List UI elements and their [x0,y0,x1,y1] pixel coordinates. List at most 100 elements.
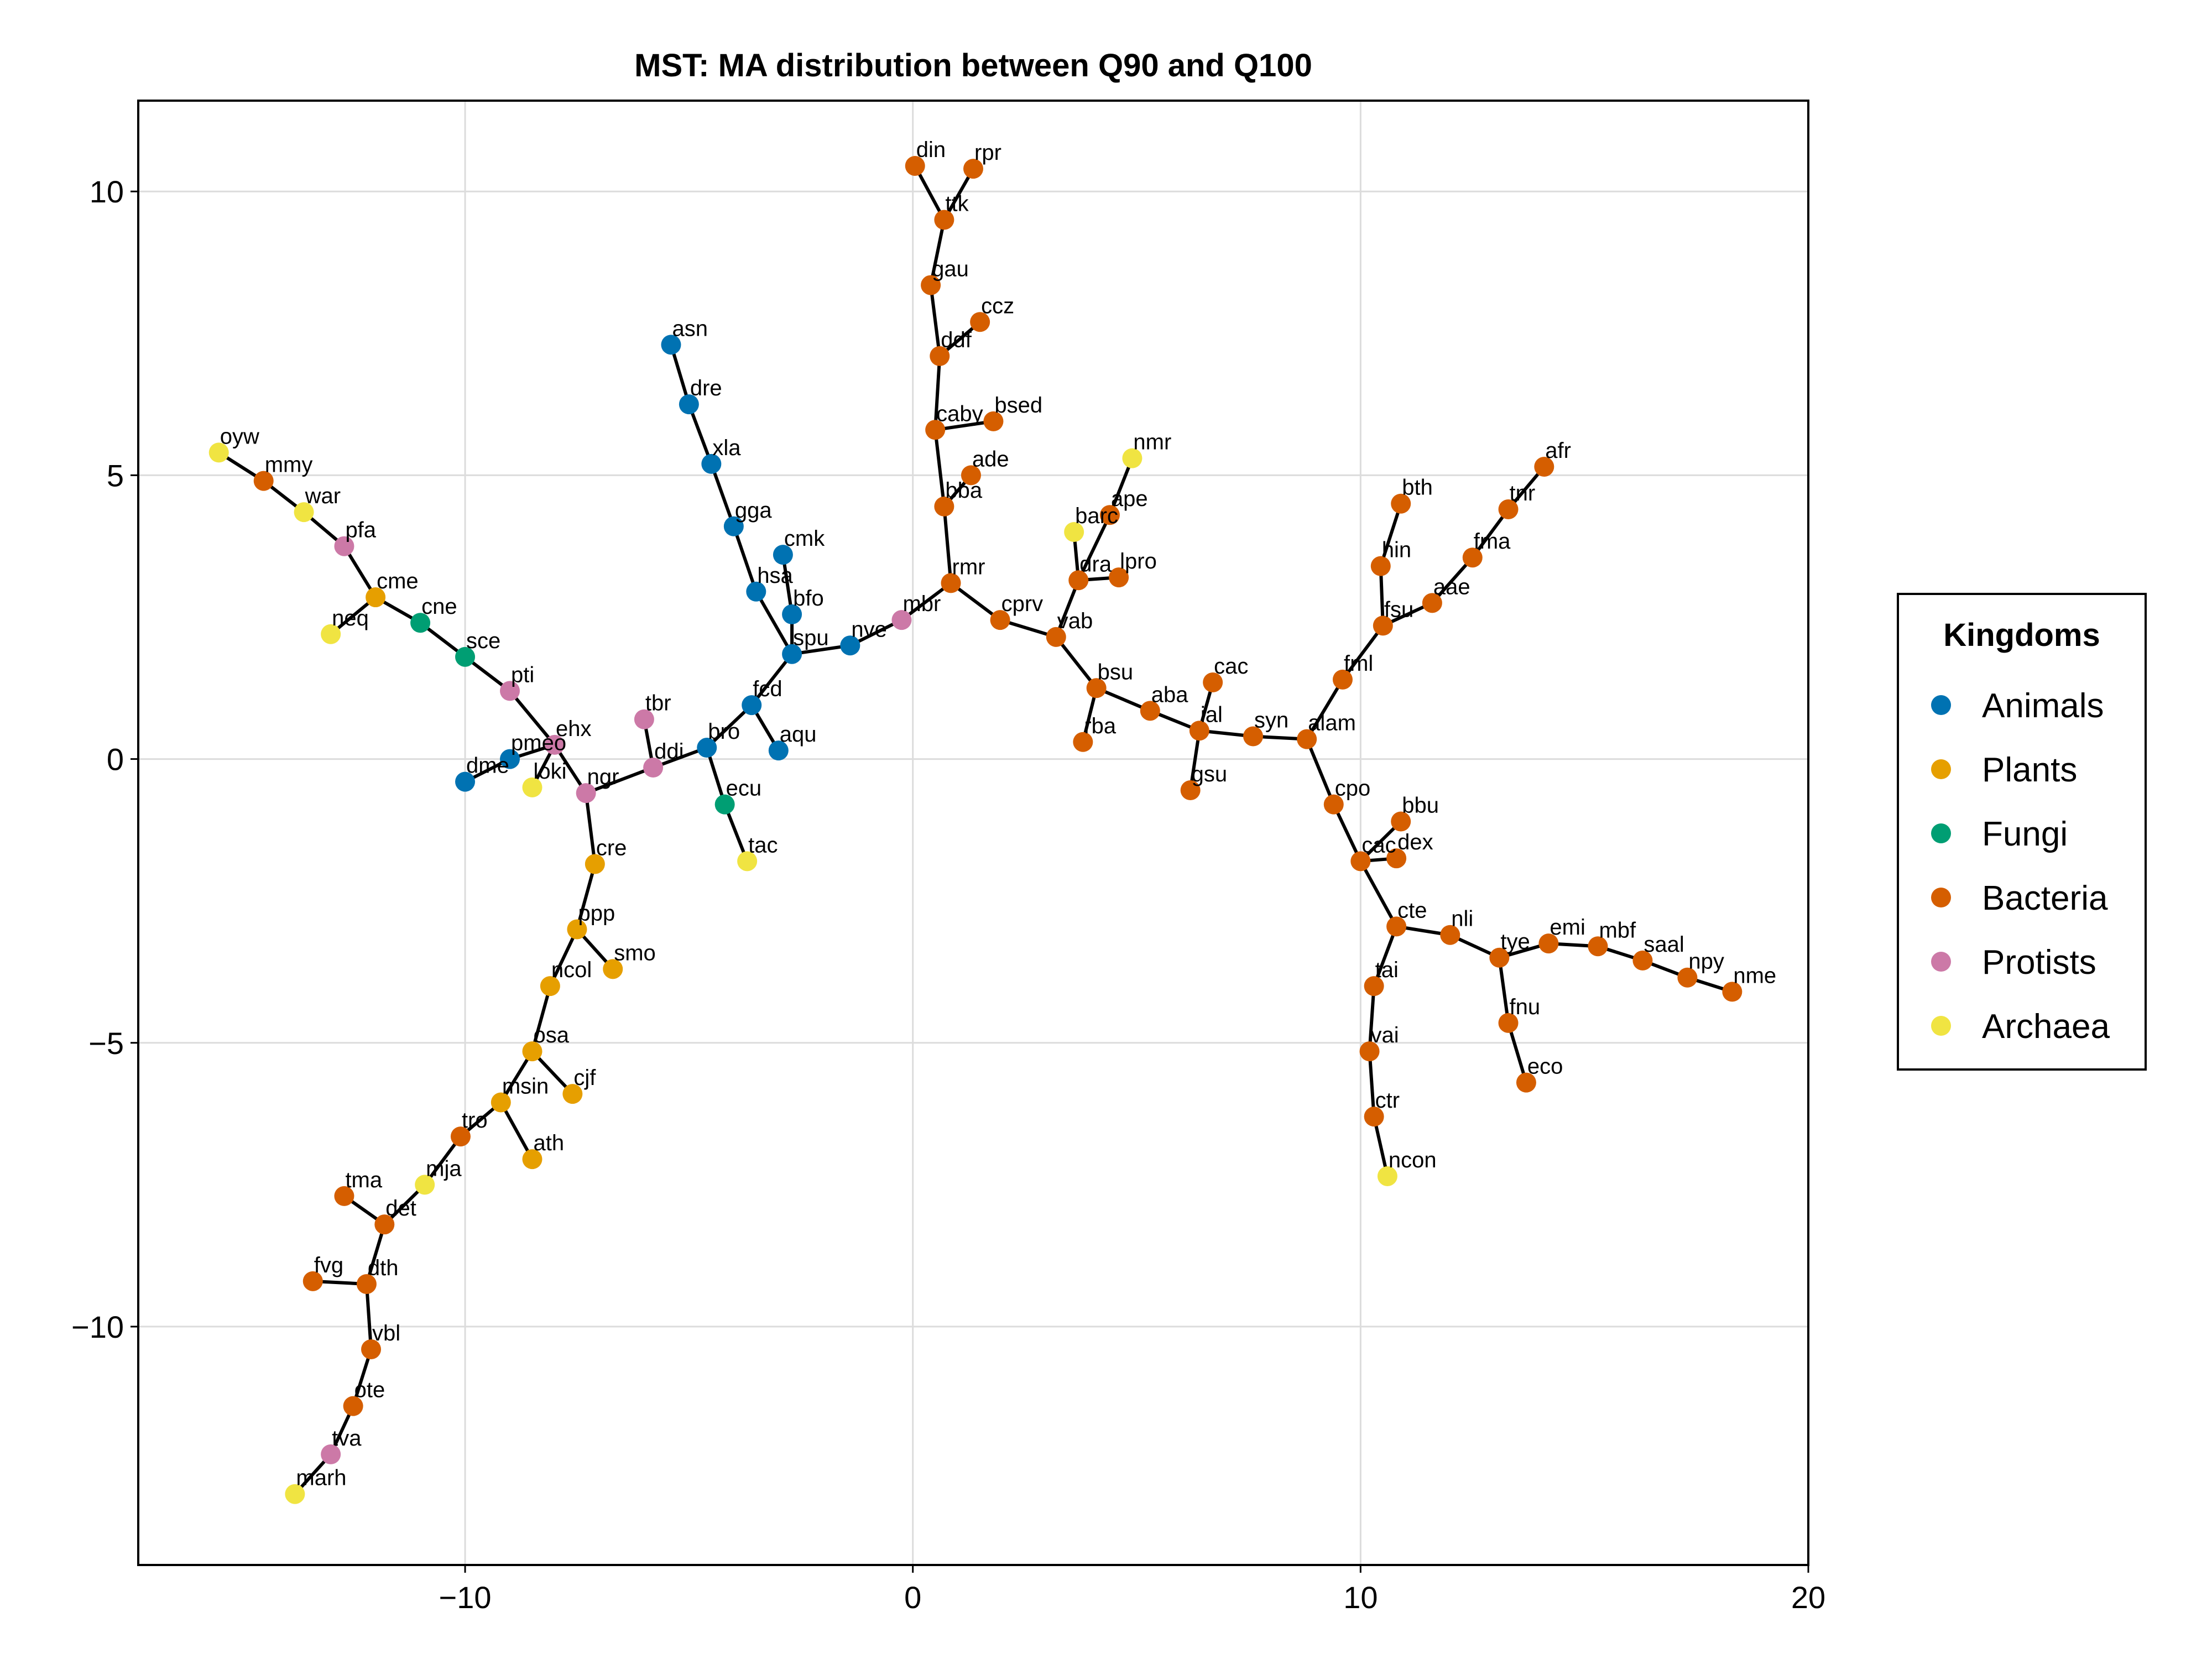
node-label: fml [1344,651,1373,676]
legend-label: Plants [1982,751,2077,789]
node-point [1064,522,1084,542]
node-label: bth [1402,476,1433,500]
node-label: mbf [1599,918,1636,942]
node-point [576,783,596,804]
node-point [1370,556,1391,576]
mst-edge [709,463,735,527]
node-point [253,471,274,491]
node-point [961,465,981,486]
node-label: aqu [780,722,817,747]
node-label: fvg [314,1253,343,1277]
node-point [723,516,744,536]
mst-edge [942,506,953,583]
node-label: ddf [941,328,972,352]
node-label: ehx [556,717,591,741]
node-point [1391,811,1411,832]
node-point [294,502,314,523]
node-label: ial [1201,702,1223,727]
mst-edge [781,554,794,615]
node-label: cprv [1001,592,1044,616]
node-label: ape [1111,487,1148,511]
node-label: tnr [1510,481,1536,505]
node-label: xla [712,436,741,460]
legend-label: Animals [1982,687,2104,725]
node-label: emi [1550,915,1585,940]
node-point [321,1444,341,1464]
node-point [1332,669,1353,690]
node-point [603,959,623,979]
node-label: alam [1308,711,1356,735]
node-label: pti [511,662,534,687]
mst-nodes [208,156,1743,1504]
node-point [321,624,341,644]
mst-edge [575,863,597,930]
legend: Kingdoms Animals Plants Fungi Bacteria Proti… [1897,593,2147,1071]
node-label: aba [1151,682,1188,707]
legend-marker [1931,888,1951,907]
legend-marker [1931,1016,1951,1036]
node-point [840,635,860,656]
mst-edge [499,1050,534,1104]
node-point [1364,976,1384,997]
node-label: gau [932,257,969,281]
mst-edge [723,804,749,862]
node-label: syn [1254,708,1288,733]
mst-edge [499,1102,534,1160]
node-label: eco [1527,1055,1563,1079]
node-point [679,394,699,415]
y-tick-label: −10 [71,1310,124,1344]
node-label: cmk [784,526,825,551]
axis-ticks: −10 0 10 20 10 5 0 −5 −10 [71,174,1825,1615]
node-label: cpo [1335,776,1371,801]
node-point [410,613,431,633]
node-label: marh [296,1466,346,1490]
node-label: loki [533,759,566,784]
mst-edge [750,653,794,706]
node-label: npy [1688,950,1724,974]
mst-edge [754,591,794,655]
node-point [1386,916,1407,937]
node-point [1498,1013,1519,1033]
mst-edge [1341,624,1385,681]
node-point [1588,936,1608,957]
y-tick-label: 0 [107,742,124,777]
node-point [1516,1072,1536,1093]
plot-frame [137,100,1809,1566]
node-label: bsu [1098,660,1134,684]
node-point [540,976,560,997]
node-point [1373,615,1393,636]
legend-marker [1931,759,1951,779]
node-label: mmy [265,453,313,477]
node-label: msin [502,1074,549,1099]
mst-edge [900,582,952,622]
node-label: cte [1397,898,1427,922]
node-point [905,156,925,176]
node-point [343,1396,363,1416]
mst-edge [687,404,713,465]
node-label: din [916,138,946,162]
node-label: nmr [1133,430,1171,455]
node-label: sce [466,629,500,653]
mst-edge [530,985,552,1052]
node-label: osa [533,1023,569,1047]
node-label: asn [672,316,708,341]
node-label: bsed [994,393,1042,418]
node-point [544,734,565,755]
node-label: ncol [551,958,592,982]
node-point [970,312,990,332]
node-label: fsu [1384,597,1413,622]
plot-background [138,101,1808,1565]
mst-edge [1305,738,1335,805]
node-label: nli [1451,907,1473,931]
node-label: dex [1397,830,1433,854]
node-label: bro [708,719,740,744]
x-tick-label: 10 [1343,1580,1378,1615]
mst-edge [669,344,691,405]
node-point [1462,547,1483,568]
node-point [697,738,717,758]
y-tick-label: 5 [107,458,124,493]
mst-edge [1372,1116,1389,1177]
node-point [930,346,950,366]
node-label: ttk [945,192,969,216]
node-point [963,159,983,179]
